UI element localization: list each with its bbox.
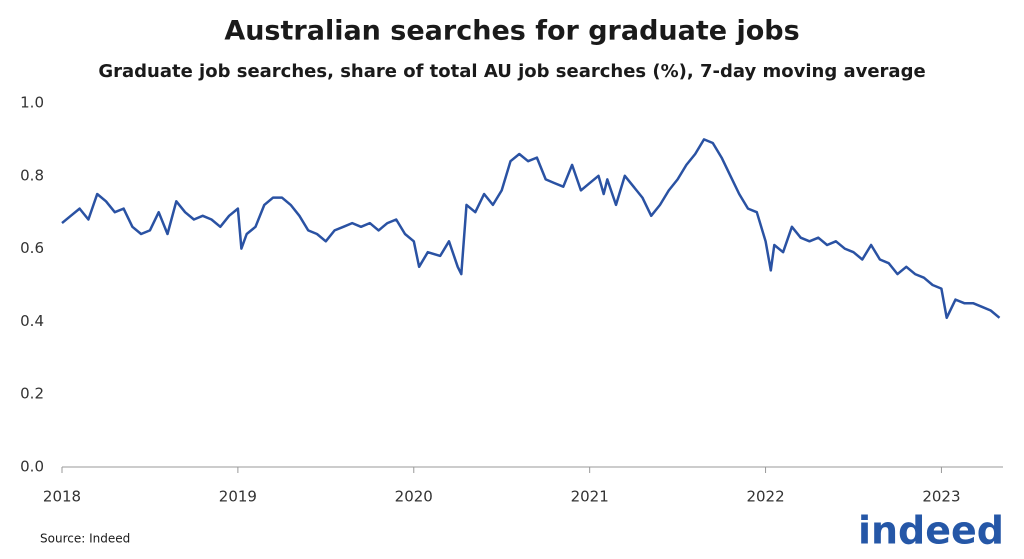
source-note: Source: Indeed <box>40 532 130 546</box>
y-tick-label: 0.4 <box>20 312 44 330</box>
logo: indeed <box>858 509 1004 553</box>
x-tick-label: 2021 <box>571 488 609 506</box>
y-tick-label: 0.8 <box>20 166 44 184</box>
x-tick-label: 2018 <box>43 488 81 506</box>
y-tick-label: 0.6 <box>20 239 44 257</box>
x-tick-label: 2020 <box>395 488 433 506</box>
y-tick-label: 0.2 <box>20 385 44 403</box>
y-tick-label: 0.0 <box>20 458 44 476</box>
chart-title: Australian searches for graduate jobs <box>224 16 799 47</box>
x-tick-label: 2022 <box>746 488 784 506</box>
chart-subtitle: Graduate job searches, share of total AU… <box>98 61 925 82</box>
data-line <box>61 138 1001 320</box>
x-tick-label: 2019 <box>219 488 257 506</box>
y-tick-label: 1.0 <box>20 94 44 112</box>
x-tick-label: 2023 <box>922 488 960 506</box>
